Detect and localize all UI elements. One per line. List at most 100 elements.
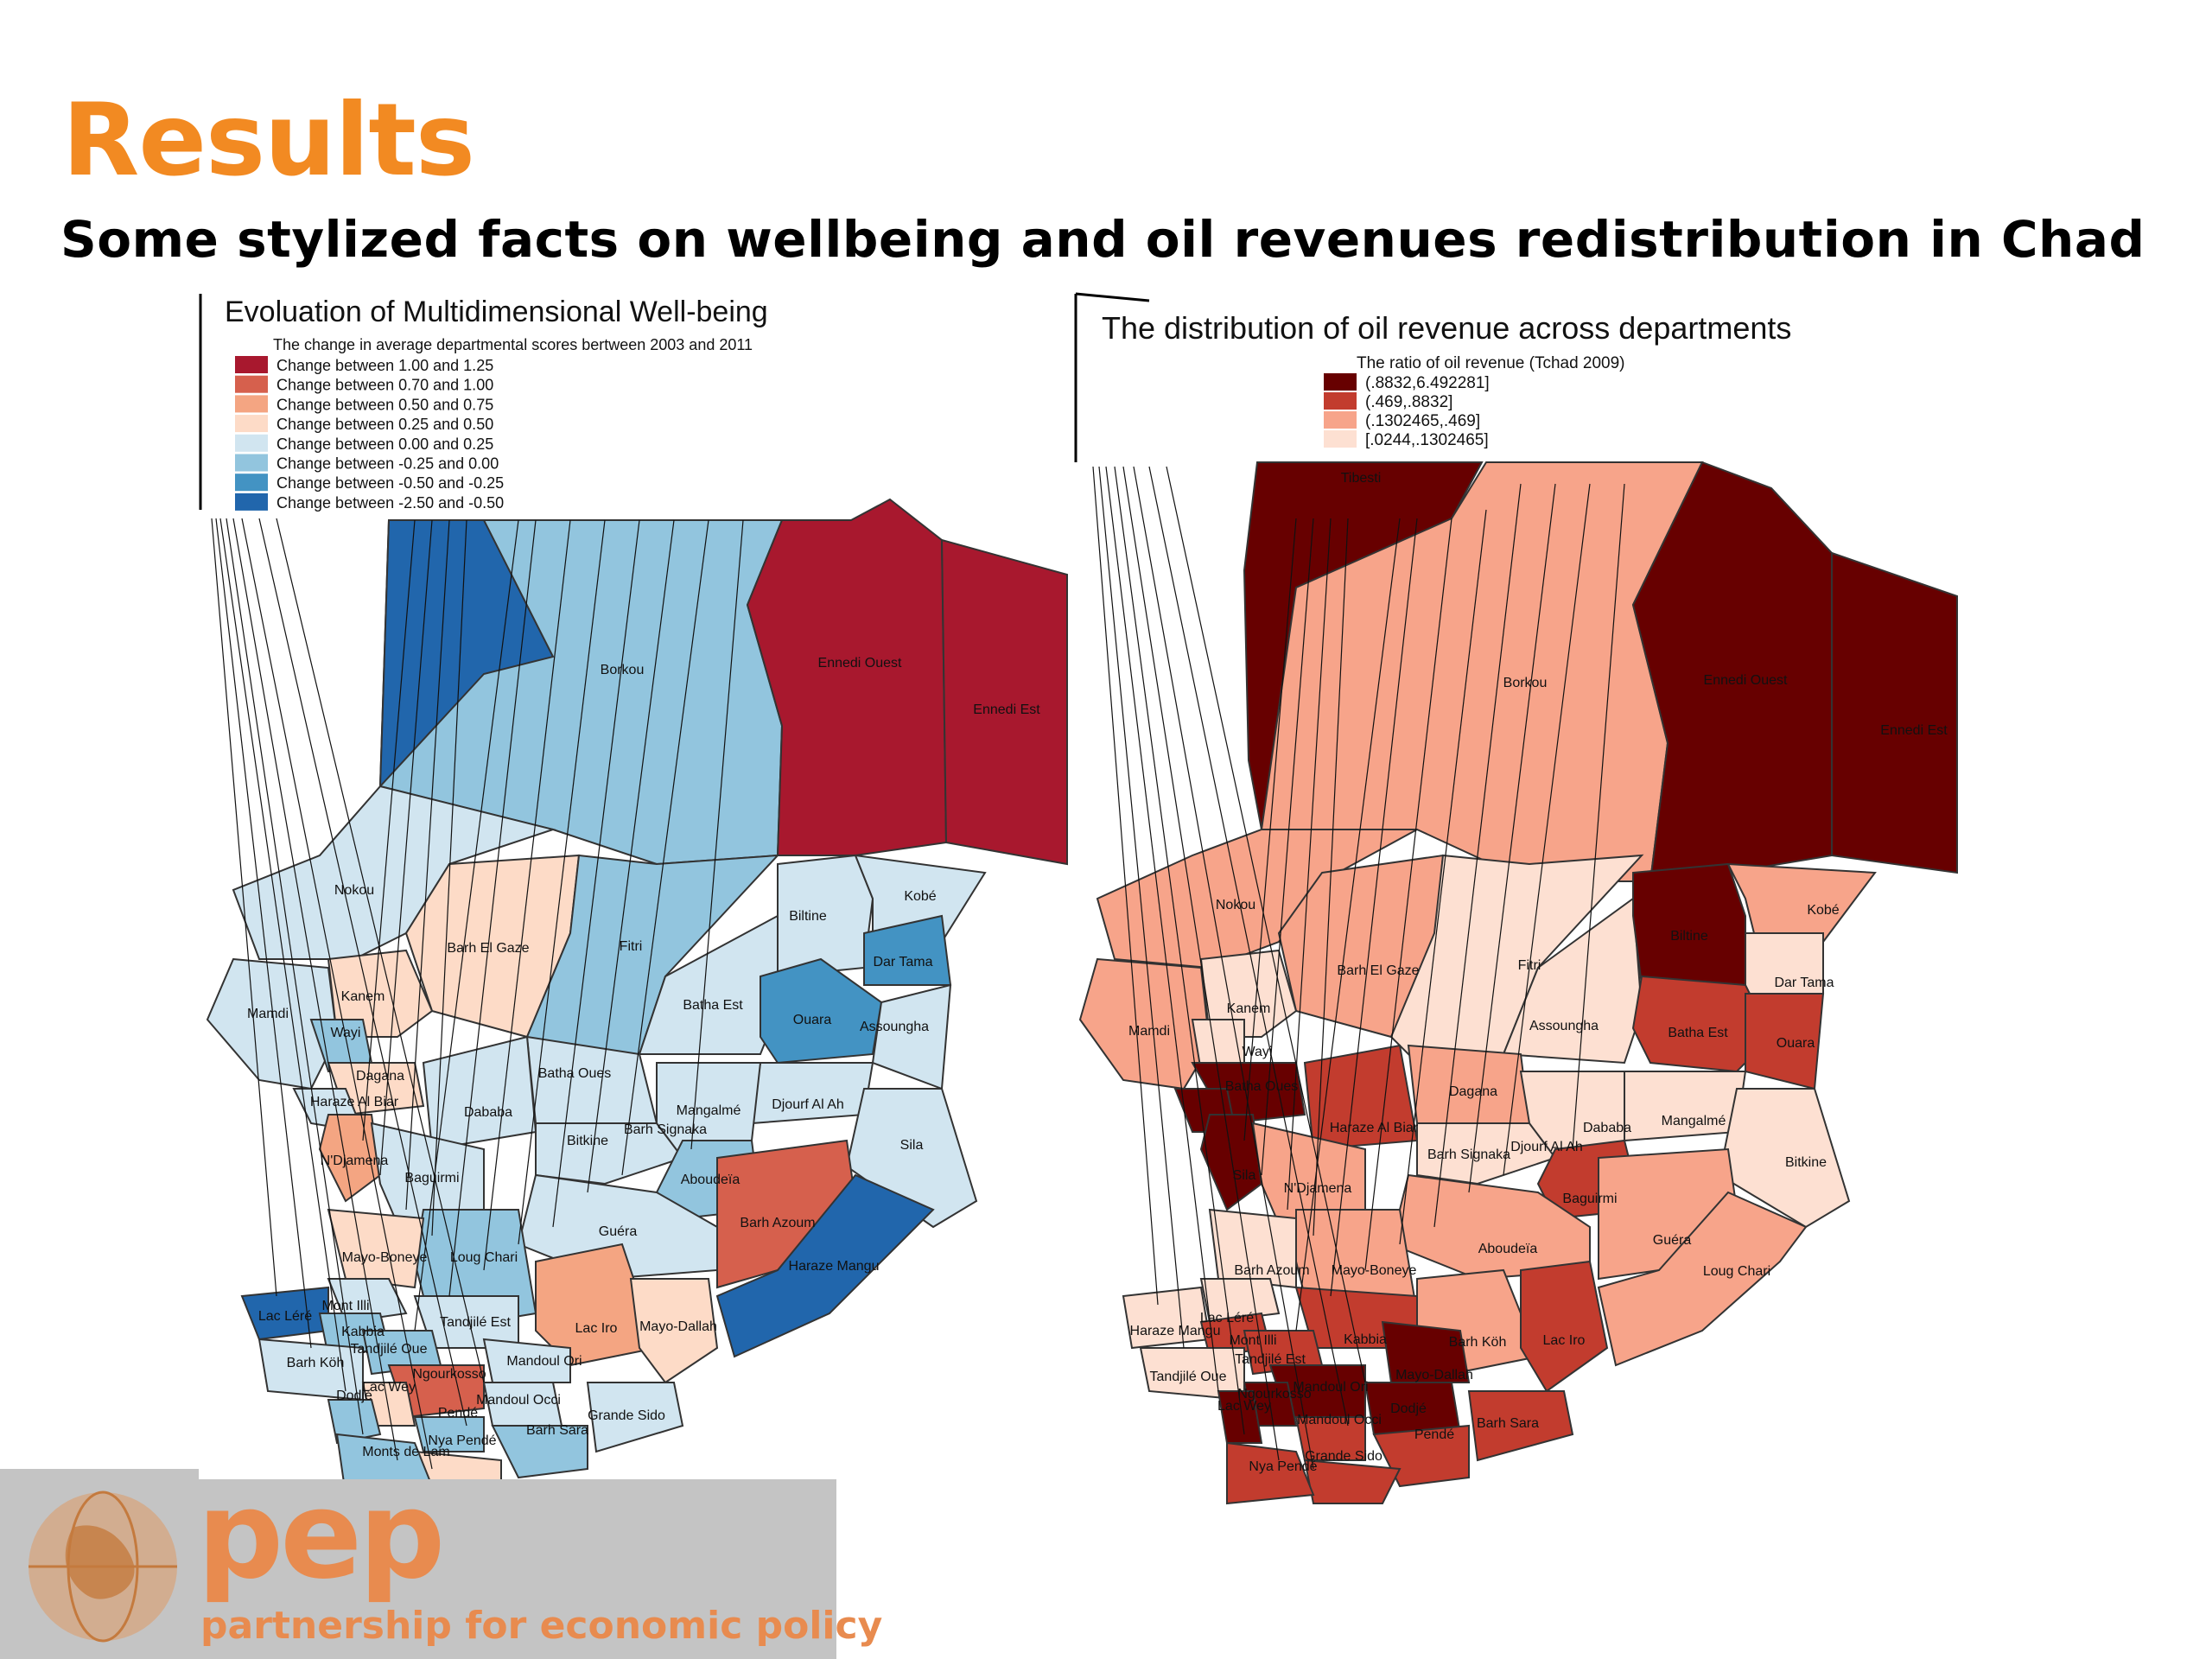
region-label: N'Djamena — [321, 1154, 389, 1168]
legend-label: [.0244,.1302465] — [1365, 431, 1489, 449]
region-label: Lac Iro — [575, 1321, 618, 1336]
region-mayo-boneye-fill — [327, 1208, 425, 1289]
region-label: Tibesti — [1341, 471, 1382, 486]
region-label: Barh Köh — [1449, 1335, 1507, 1350]
legend-label: Change between -0.50 and -0.25 — [276, 474, 504, 492]
region-dodje-fill — [1217, 1390, 1263, 1444]
region-label: Guéra — [599, 1224, 638, 1239]
oil-map — [1078, 461, 1958, 1505]
region-label: Barh El Gaze — [1337, 963, 1419, 978]
region-label: Barh Sara — [526, 1423, 588, 1438]
region-ennedi-est-fill — [940, 538, 1068, 866]
region-label: Tandjilé Oue — [351, 1342, 428, 1357]
region-label: Wayi — [331, 1026, 361, 1040]
region-sila-fill — [845, 1088, 978, 1229]
region-label: Batha Est — [683, 998, 743, 1013]
region-label: Barh Signaka — [1427, 1147, 1510, 1162]
region-label: Lac Iro — [1543, 1333, 1586, 1348]
region-label: Ngourkosso — [1237, 1387, 1311, 1402]
wellbeing-map — [206, 498, 1068, 1497]
region-label: Loug Chari — [450, 1250, 518, 1265]
region-label: Haraze Al Biar — [310, 1095, 399, 1109]
region-label: Mamdi — [247, 1007, 289, 1021]
region-grande-sido-fill — [1467, 1390, 1574, 1462]
region-label: Pendé — [438, 1406, 478, 1421]
region-label: Kabbia — [1344, 1332, 1387, 1347]
wellbeing-legend-title: The change in average departmental score… — [273, 336, 753, 353]
region-label: Assoungha — [860, 1020, 929, 1034]
legend-label: Change between -2.50 and -0.50 — [276, 494, 504, 512]
region-mandoul-oriental-fill — [482, 1338, 571, 1383]
region-grande-sido-fill — [586, 1382, 684, 1453]
region-label: Dar Tama — [1774, 976, 1834, 990]
region-pende-fill — [1294, 1416, 1366, 1461]
region-monts-de-lam-fill — [1226, 1441, 1315, 1505]
slide-subtitle: Some stylized facts on wellbeing and oil… — [60, 210, 2145, 269]
region-label: Wayi — [1243, 1045, 1273, 1059]
region-barh-signaka-fill — [535, 1122, 684, 1185]
region-label: Dababa — [464, 1105, 512, 1120]
region-label: Grande Sido — [1305, 1449, 1382, 1464]
region-label: Mangalmé — [1662, 1114, 1726, 1128]
region-dodje-fill — [327, 1399, 382, 1445]
oil-map-labels: Tibesti Borkou Ennedi Ouest Ennedi Est Nokou… — [1128, 471, 1948, 1474]
region-label: Dar Tama — [873, 955, 932, 969]
region-label: Guéra — [1653, 1233, 1692, 1248]
legend-label: (.1302465,.469] — [1365, 412, 1480, 430]
wellbeing-map-labels: Borkou Ennedi Ouest Ennedi Est Nokou Barh El… — [247, 656, 1040, 1459]
region-label: Tandjilé Oue — [1150, 1370, 1227, 1384]
region-label: Djourf Al Ah — [1510, 1140, 1583, 1154]
region-label: Fitri — [620, 939, 643, 954]
region-label: Nokou — [334, 883, 374, 898]
region-label: Fitri — [1518, 958, 1541, 973]
region-label: Djourf Al Ah — [772, 1097, 844, 1112]
oil-legend-title: The ratio of oil revenue (Tchad 2009) — [1357, 354, 1625, 372]
region-label: Monts de Lam — [362, 1445, 449, 1459]
region-djourf-fill — [1624, 1071, 1747, 1142]
region-label: Dodjé — [1390, 1402, 1427, 1416]
region-label: Ouara — [793, 1013, 832, 1027]
region-label: Mayo-Boneye — [342, 1250, 428, 1265]
region-haraze-mangu-fill — [1597, 1191, 1808, 1367]
region-label: Mandoul Ori — [506, 1354, 582, 1369]
oil-legend: (.8832,6.492281](.469,.8832](.1302465,.4… — [1324, 373, 1490, 449]
region-label: Kobé — [1807, 903, 1839, 918]
oil-map-title: The distribution of oil revenue across d… — [1102, 310, 1791, 346]
region-label: Kobé — [904, 889, 936, 904]
logo-tagline: partnership for economic policy — [200, 1604, 883, 1648]
region-label: Haraze Al Biar — [1330, 1121, 1419, 1135]
legend-label: Change between 1.00 and 1.25 — [276, 357, 493, 374]
legend-swatch — [1324, 411, 1357, 429]
region-mont-illi-fill — [327, 1278, 408, 1324]
region-ouara-fill — [760, 957, 883, 1065]
region-label: Biltine — [1670, 929, 1708, 944]
legend-label: Change between 0.25 and 0.50 — [276, 416, 493, 433]
region-label: Ennedi Ouest — [818, 656, 903, 671]
legend-label: Change between 0.50 and 0.75 — [276, 396, 493, 413]
region-label: Pendé — [1414, 1427, 1454, 1442]
legend-swatch — [235, 493, 268, 511]
region-label: Bitkine — [567, 1134, 608, 1148]
region-label: Ouara — [1777, 1036, 1815, 1051]
legend-swatch — [235, 356, 268, 373]
legend-swatch — [235, 375, 268, 393]
legend-label: (.469,.8832] — [1365, 393, 1452, 411]
region-label: Lac Léré — [1200, 1311, 1254, 1325]
region-label: Batha Oues — [1225, 1079, 1299, 1094]
logo-wordmark: pep — [197, 1465, 445, 1606]
region-label: Grande Sido — [588, 1408, 665, 1423]
region-label: Barh Köh — [287, 1356, 345, 1370]
region-label: Batha Oues — [538, 1066, 612, 1081]
region-barh-sara-fill — [491, 1425, 588, 1479]
region-label: Ngourkosso — [412, 1367, 486, 1382]
region-label: Kabbia — [341, 1325, 385, 1339]
region-lac-iro-fill — [629, 1278, 719, 1384]
region-biltine-fill — [1632, 862, 1746, 986]
region-label: Haraze Mangu — [789, 1259, 880, 1274]
legend-swatch — [1324, 392, 1357, 410]
region-barh-signaka-fill — [1416, 1122, 1557, 1185]
region-label: Kanem — [341, 989, 385, 1004]
region-label: Barh Azoum — [740, 1216, 815, 1230]
region-label: Ennedi Ouest — [1704, 673, 1789, 688]
